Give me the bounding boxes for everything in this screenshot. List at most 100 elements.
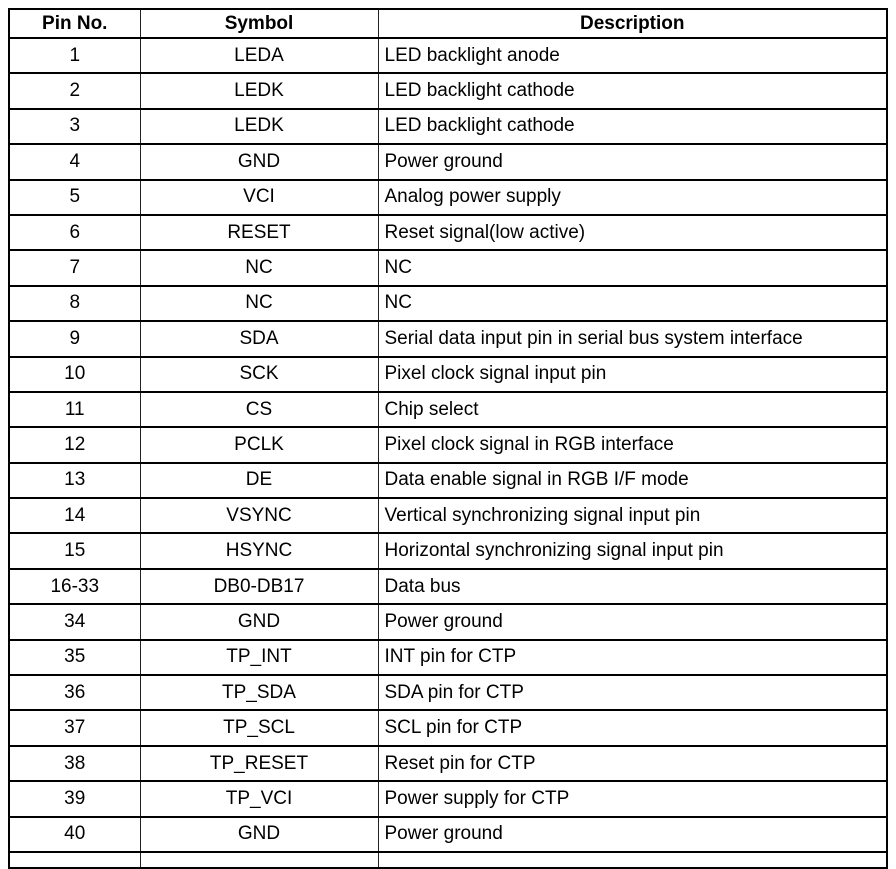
description-cell: NC	[377, 284, 888, 323]
description-cell: LED backlight cathode	[377, 72, 888, 110]
symbol-cell: NC	[139, 284, 379, 323]
description-cell: Analog power supply	[377, 178, 888, 216]
description-cell	[377, 850, 888, 869]
table-row: 13 DE Data enable signal in RGB I/F mode	[8, 461, 888, 500]
pin-no-cell: 39	[8, 780, 141, 818]
table-row: 3 LEDK LED backlight cathode	[8, 107, 888, 146]
symbol-cell: NC	[139, 249, 379, 287]
description-cell: Data enable signal in RGB I/F mode	[377, 461, 888, 500]
pin-no-cell: 37	[8, 709, 141, 747]
pin-no-cell: 1	[8, 36, 141, 75]
table-row: 37 TP_SCL SCL pin for CTP	[8, 709, 888, 747]
description-cell: Pixel clock signal in RGB interface	[377, 426, 888, 464]
symbol-cell: TP_SCL	[139, 709, 379, 747]
description-cell: Power supply for CTP	[377, 780, 888, 818]
table-row: 1 LEDA LED backlight anode	[8, 36, 888, 75]
symbol-cell: CS	[139, 390, 379, 429]
pin-no-cell: 34	[8, 603, 141, 641]
pin-no-cell: 7	[8, 249, 141, 287]
pin-no-cell: 12	[8, 426, 141, 464]
pin-no-cell: 9	[8, 320, 141, 358]
table-row: 4 GND Power ground	[8, 143, 888, 181]
table-header-row: Pin No. Symbol Description	[8, 8, 888, 39]
description-cell: Reset pin for CTP	[377, 744, 888, 783]
table-row: 7 NC NC	[8, 249, 888, 287]
pin-no-cell: 13	[8, 461, 141, 500]
table-row: 35 TP_INT INT pin for CTP	[8, 638, 888, 677]
symbol-cell: DB0-DB17	[139, 567, 379, 606]
pin-no-cell: 36	[8, 674, 141, 712]
table-row: 6 RESET Reset signal(low active)	[8, 213, 888, 252]
pin-no-cell: 8	[8, 284, 141, 323]
symbol-cell: HSYNC	[139, 532, 379, 570]
table-row: 14 VSYNC Vertical synchronizing signal i…	[8, 497, 888, 535]
symbol-cell: RESET	[139, 213, 379, 252]
table-row: 40 GND Power ground	[8, 815, 888, 853]
pin-table-container: Pin No. Symbol Description 1 LEDA LED ba…	[8, 8, 888, 869]
symbol-cell: DE	[139, 461, 379, 500]
pin-no-cell: 2	[8, 72, 141, 110]
pin-no-cell: 14	[8, 497, 141, 535]
pin-no-cell: 10	[8, 355, 141, 393]
description-cell: Chip select	[377, 390, 888, 429]
description-cell: SCL pin for CTP	[377, 709, 888, 747]
symbol-cell: GND	[139, 143, 379, 181]
table-body: 1 LEDA LED backlight anode 2 LEDK LED ba…	[8, 36, 888, 853]
symbol-cell: VSYNC	[139, 497, 379, 535]
table-row: 11 CS Chip select	[8, 390, 888, 429]
description-cell: Serial data input pin in serial bus syst…	[377, 320, 888, 358]
table-row: 5 VCI Analog power supply	[8, 178, 888, 216]
table-row: 12 PCLK Pixel clock signal in RGB interf…	[8, 426, 888, 464]
pin-no-cell	[8, 850, 141, 869]
pin-no-cell: 16-33	[8, 567, 141, 606]
pin-no-cell: 15	[8, 532, 141, 570]
symbol-cell: TP_VCI	[139, 780, 379, 818]
table-row: 16-33 DB0-DB17 Data bus	[8, 567, 888, 606]
description-cell: LED backlight anode	[377, 36, 888, 75]
symbol-cell: SCK	[139, 355, 379, 393]
description-cell: Power ground	[377, 815, 888, 853]
table-row: 38 TP_RESET Reset pin for CTP	[8, 744, 888, 783]
pin-no-cell: 6	[8, 213, 141, 252]
description-cell: SDA pin for CTP	[377, 674, 888, 712]
column-header-pin-no: Pin No.	[8, 8, 141, 39]
description-cell: NC	[377, 249, 888, 287]
pin-no-cell: 35	[8, 638, 141, 677]
pin-no-cell: 38	[8, 744, 141, 783]
symbol-cell: TP_RESET	[139, 744, 379, 783]
pin-no-cell: 3	[8, 107, 141, 146]
table-row: 2 LEDK LED backlight cathode	[8, 72, 888, 110]
description-cell: Horizontal synchronizing signal input pi…	[377, 532, 888, 570]
pin-description-table: Pin No. Symbol Description 1 LEDA LED ba…	[8, 8, 888, 869]
clipped-partial-row	[8, 850, 888, 869]
symbol-cell: TP_INT	[139, 638, 379, 677]
table-row: 34 GND Power ground	[8, 603, 888, 641]
pin-no-cell: 11	[8, 390, 141, 429]
table-row: 9 SDA Serial data input pin in serial bu…	[8, 320, 888, 358]
column-header-symbol: Symbol	[139, 8, 379, 39]
table-row: 8 NC NC	[8, 284, 888, 323]
pin-no-cell: 5	[8, 178, 141, 216]
symbol-cell: VCI	[139, 178, 379, 216]
pin-no-cell: 40	[8, 815, 141, 853]
symbol-cell: LEDK	[139, 72, 379, 110]
symbol-cell: PCLK	[139, 426, 379, 464]
symbol-cell: GND	[139, 603, 379, 641]
symbol-cell: TP_SDA	[139, 674, 379, 712]
symbol-cell: GND	[139, 815, 379, 853]
description-cell: LED backlight cathode	[377, 107, 888, 146]
symbol-cell: LEDK	[139, 107, 379, 146]
description-cell: Power ground	[377, 603, 888, 641]
description-cell: Pixel clock signal input pin	[377, 355, 888, 393]
table-row: 36 TP_SDA SDA pin for CTP	[8, 674, 888, 712]
description-cell: Vertical synchronizing signal input pin	[377, 497, 888, 535]
table-row: 10 SCK Pixel clock signal input pin	[8, 355, 888, 393]
pin-no-cell: 4	[8, 143, 141, 181]
column-header-description: Description	[377, 8, 888, 39]
symbol-cell: LEDA	[139, 36, 379, 75]
table-row: 15 HSYNC Horizontal synchronizing signal…	[8, 532, 888, 570]
symbol-cell: SDA	[139, 320, 379, 358]
table-row: 39 TP_VCI Power supply for CTP	[8, 780, 888, 818]
description-cell: Power ground	[377, 143, 888, 181]
description-cell: Reset signal(low active)	[377, 213, 888, 252]
